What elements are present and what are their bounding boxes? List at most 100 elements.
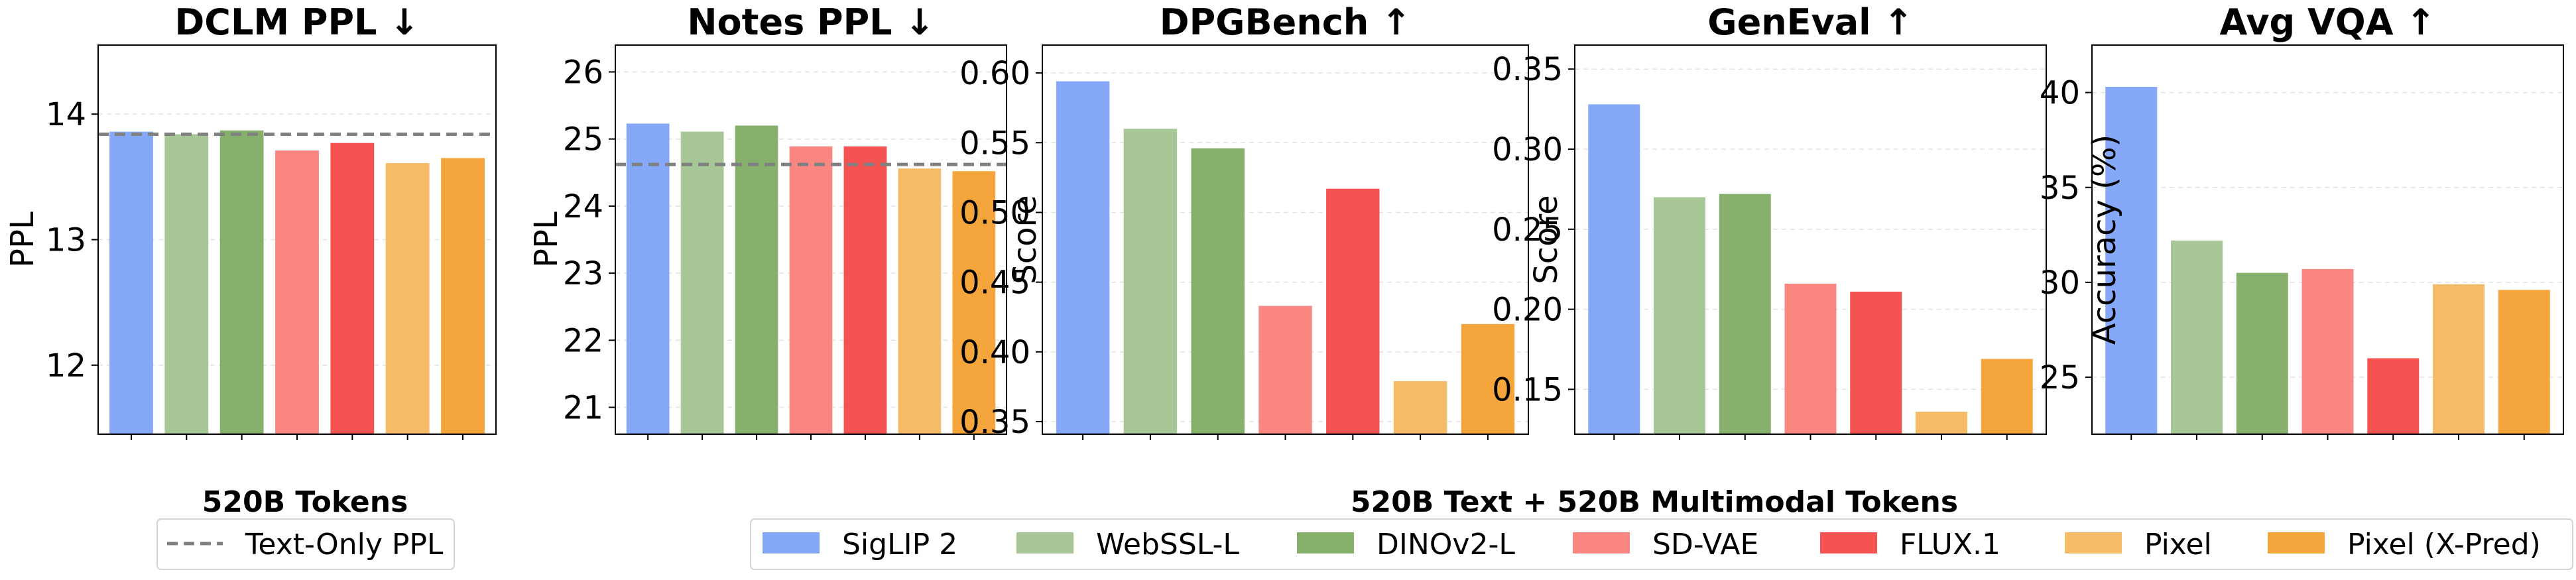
chart-panel-dclm-ppl: 12 13 14 DCLM PPL ↓ PPL — [4, 1, 497, 440]
bar-webssl-l — [2170, 240, 2223, 434]
y-tick-label: 30 — [2040, 264, 2080, 302]
legend-swatch-dinov2-l — [1297, 532, 1354, 553]
legend-label-webssl-l: WebSSL-L — [1096, 528, 1239, 561]
bar-siglip-2 — [109, 131, 153, 434]
legend-swatch-pixel — [2065, 532, 2122, 553]
bar-webssl-l — [164, 134, 209, 434]
bar-sd-vae — [275, 150, 319, 435]
bar-flux-1 — [1850, 292, 1902, 434]
legend-left-title: 520B Tokens — [202, 485, 408, 519]
legend-label-flux-1: FLUX.1 — [1900, 528, 2000, 561]
y-tick-label: 0.35 — [959, 404, 1030, 441]
legend-swatch-pixel-x-pred — [2268, 532, 2325, 553]
y-tick-label: 22 — [563, 322, 603, 359]
legend-swatch-sd-vae — [1573, 532, 1630, 553]
legend-label-pixel: Pixel — [2144, 528, 2212, 561]
y-tick-label: 0.35 — [1492, 51, 1563, 88]
chart-title: DPGBench ↑ — [1160, 1, 1411, 43]
chart-panel-notes-ppl: 21 22 23 24 25 26 Notes PPL ↓ PPL — [528, 1, 1007, 440]
bar-pixel-x-pred — [1461, 323, 1515, 434]
y-tick-label: 24 — [563, 188, 603, 225]
bar-dinov2-l — [219, 130, 264, 434]
y-tick-label: 0.40 — [959, 334, 1030, 371]
y-tick-label: 21 — [563, 390, 603, 427]
y-tick-label: 0.55 — [959, 125, 1030, 162]
y-axis-label: PPL — [4, 211, 41, 268]
bar-pixel-x-pred — [952, 171, 996, 434]
y-tick-label: 40 — [2040, 75, 2080, 112]
y-axis-label: Accuracy (%) — [2086, 135, 2123, 345]
bar-dinov2-l — [1719, 194, 1771, 434]
bar-webssl-l — [1123, 129, 1178, 434]
bar-webssl-l — [1653, 197, 1706, 434]
y-tick-label: 0.25 — [1492, 211, 1563, 249]
bar-sd-vae — [789, 146, 833, 434]
chart-title: DCLM PPL ↓ — [174, 1, 419, 43]
bar-siglip-2 — [2105, 86, 2158, 434]
bar-pixel — [385, 162, 430, 435]
bar-pixel — [2432, 284, 2485, 434]
bar-pixel — [898, 168, 942, 434]
chart-title: Notes PPL ↓ — [687, 1, 934, 43]
bar-sd-vae — [1258, 306, 1312, 434]
bar-pixel — [1915, 412, 1968, 434]
bar-pixel-x-pred — [441, 158, 485, 434]
y-axis-label: PPL — [528, 211, 565, 268]
y-axis-label: Score — [1528, 195, 1565, 284]
y-tick-label: 26 — [563, 54, 603, 91]
y-tick-label: 0.30 — [1492, 131, 1563, 168]
plot-frame — [1574, 44, 2047, 435]
chart-panel-dpgbench: 0.35 0.40 0.45 0.50 0.55 0.60 DPGBench ↑ Score — [959, 1, 1529, 441]
y-tick-label: 0.45 — [959, 264, 1030, 302]
bar-siglip-2 — [1056, 81, 1110, 434]
y-tick-label: 35 — [2040, 170, 2080, 207]
y-tick-label: 14 — [46, 96, 86, 133]
legend-label-sd-vae: SD-VAE — [1652, 528, 1758, 561]
chart-panels: 12 13 14 DCLM PPL ↓ PPL 21 22 23 24 25 26 Notes PPL… — [4, 1, 2564, 441]
bar-pixel — [1393, 381, 1447, 434]
y-tick-label: 25 — [563, 121, 603, 158]
plot-frame — [615, 44, 1007, 435]
chart-panel-geneval: 0.15 0.20 0.25 0.30 0.35 GenEval ↑ Score — [1492, 1, 2047, 440]
bar-flux-1 — [330, 143, 375, 434]
legend-label-siglip-2: SigLIP 2 — [842, 528, 957, 561]
legend-text-only: 520B Tokens Text-Only PPL — [156, 485, 455, 570]
bar-sd-vae — [2301, 268, 2354, 434]
bar-siglip-2 — [626, 123, 670, 435]
y-tick-label: 0.60 — [959, 55, 1030, 92]
bar-flux-1 — [1326, 188, 1380, 434]
legend-swatch-siglip-2 — [763, 532, 820, 553]
bar-flux-1 — [843, 146, 887, 434]
legend-swatch-flux-1 — [1820, 532, 1877, 553]
bar-flux-1 — [2367, 358, 2420, 434]
y-tick-label: 25 — [2040, 359, 2080, 396]
y-tick-label: 0.20 — [1492, 292, 1563, 329]
y-tick-label: 12 — [46, 347, 86, 384]
legend-label-dinov2-l: DINOv2-L — [1377, 528, 1515, 561]
y-tick-label: 0.50 — [959, 194, 1030, 231]
legend-right-frame — [750, 518, 2573, 570]
legend-left-frame — [156, 518, 455, 570]
bar-pixel-x-pred — [2498, 290, 2550, 434]
bar-pixel-x-pred — [1981, 359, 2033, 434]
legend-right-entries: SigLIP 2 WebSSL-L DINOv2-L SD-VAE FLUX.1 Pixe… — [763, 528, 2541, 561]
chart-title: GenEval ↑ — [1707, 1, 1913, 43]
legend-label-pixel-x-pred: Pixel (X-Pred) — [2347, 528, 2541, 561]
y-tick-label: 13 — [46, 222, 86, 259]
bar-dinov2-l — [1191, 148, 1245, 434]
plot-frame — [2091, 44, 2564, 435]
chart-panel-avg-vqa: 25 30 35 40 Avg VQA ↑ Accuracy (%) — [2040, 1, 2564, 440]
legend-swatch-webssl-l — [1016, 532, 1073, 553]
bar-dinov2-l — [2236, 272, 2288, 434]
y-tick-label: 23 — [563, 255, 603, 292]
legend-right-title: 520B Text + 520B Multimodal Tokens — [1351, 485, 1958, 519]
bar-webssl-l — [680, 131, 724, 435]
legend-models: 520B Text + 520B Multimodal Tokens SigLI… — [750, 485, 2573, 570]
chart-title: Avg VQA ↑ — [2219, 1, 2435, 43]
bar-siglip-2 — [1588, 104, 1640, 434]
bar-sd-vae — [1784, 283, 1837, 434]
y-tick-label: 0.15 — [1492, 371, 1563, 408]
plot-frame — [1042, 44, 1529, 435]
legend-left-label: Text-Only PPL — [245, 528, 444, 561]
